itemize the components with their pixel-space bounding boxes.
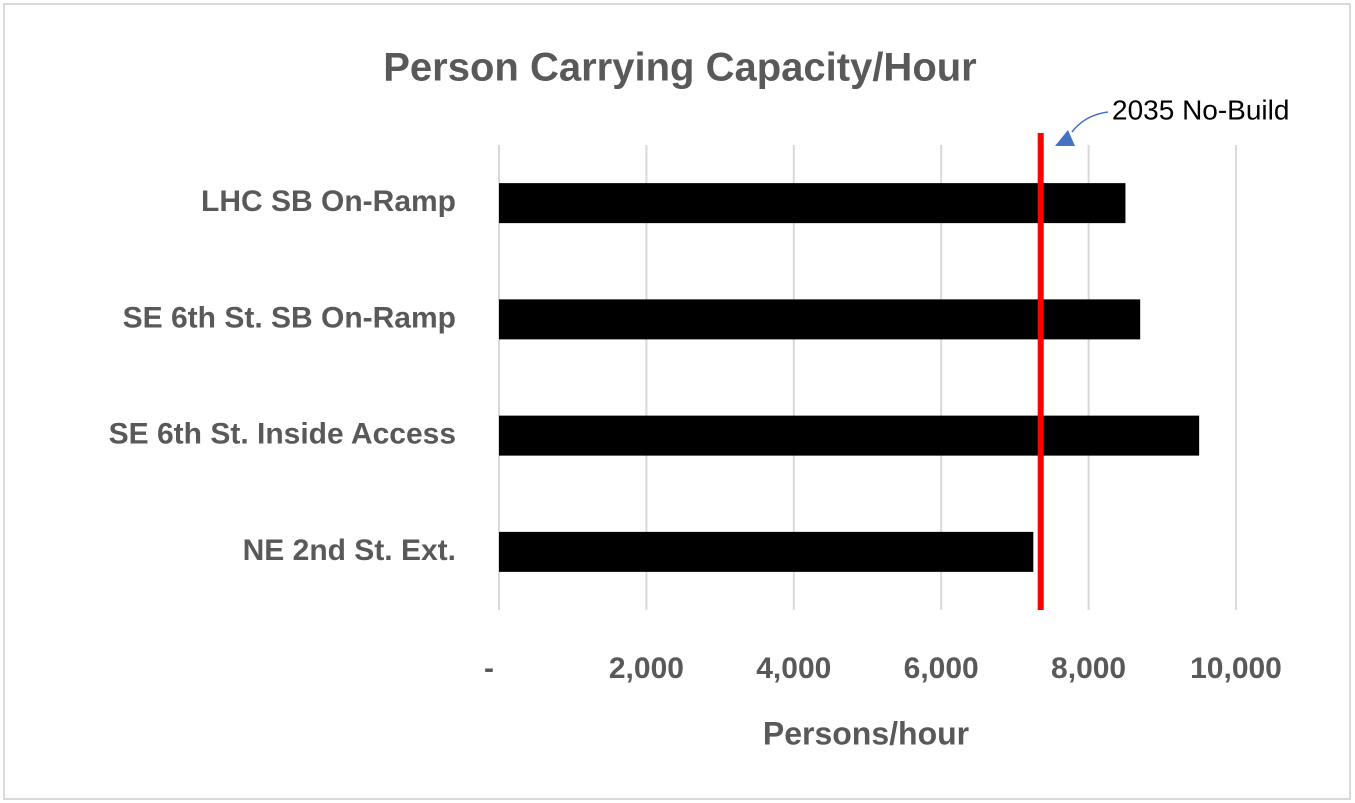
bar bbox=[499, 299, 1141, 340]
chart-frame bbox=[3, 3, 1351, 800]
x-tick-label: 10,000 bbox=[1190, 652, 1282, 685]
annotation-leader bbox=[1071, 111, 1109, 133]
y-tick-label: SE 6th St. SB On-Ramp bbox=[123, 301, 456, 334]
y-tick-label: LHC SB On-Ramp bbox=[201, 185, 456, 218]
bar bbox=[499, 531, 1034, 572]
x-tick-label: 2,000 bbox=[609, 652, 684, 685]
x-tick-label: - bbox=[484, 652, 494, 685]
annotation: 2035 No-Build bbox=[1112, 94, 1289, 125]
x-axis-title: Persons/hour bbox=[763, 715, 969, 751]
plot-area: - 2,000 4,000 6,000 8,000 10,000 LHC SB On-Ram… bbox=[109, 133, 1282, 685]
y-tick-label: NE 2nd St. Ext. bbox=[243, 534, 456, 567]
x-tick-label: 8,000 bbox=[1051, 652, 1126, 685]
chart-title: Person Carrying Capacity/Hour bbox=[383, 46, 977, 90]
bar bbox=[499, 183, 1126, 224]
bar bbox=[499, 415, 1200, 456]
y-tick-label: SE 6th St. Inside Access bbox=[109, 418, 456, 451]
annotation-arrowhead bbox=[1055, 130, 1075, 146]
x-tick-label: 6,000 bbox=[904, 652, 979, 685]
x-tick-label: 4,000 bbox=[756, 652, 831, 685]
